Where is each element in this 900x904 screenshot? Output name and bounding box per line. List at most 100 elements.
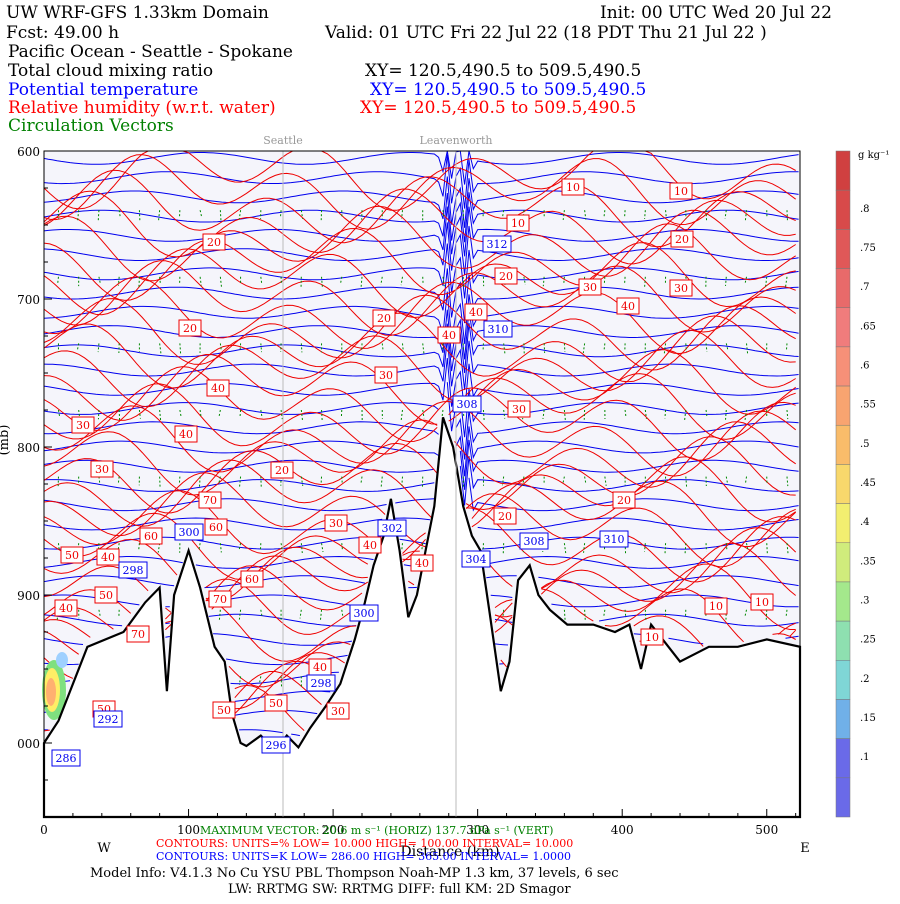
- theta-contour-label: 298: [119, 562, 147, 578]
- colorbar-swatch: [836, 504, 850, 543]
- svg-text:10: 10: [645, 631, 659, 644]
- rh-contour-label: 20: [271, 462, 293, 478]
- rh-contour-label: 60: [241, 571, 263, 587]
- vector-arrow: [706, 210, 707, 221]
- theta-contour-label: 300: [350, 605, 378, 621]
- svg-text:296: 296: [266, 739, 287, 752]
- vector-arrow: [220, 210, 221, 220]
- svg-text:50: 50: [269, 697, 283, 710]
- vector-arrow: [322, 410, 323, 421]
- svg-text:292: 292: [98, 713, 119, 726]
- theta-contour-label: 302: [378, 520, 406, 536]
- colorbar-tick-label: .45: [860, 478, 876, 489]
- colorbar-swatch: [836, 347, 850, 386]
- svg-text:20: 20: [275, 464, 289, 477]
- vector-arrow: [767, 543, 768, 553]
- svg-text:40: 40: [59, 602, 73, 615]
- svg-text:40: 40: [621, 300, 635, 313]
- rh-contour-label: 70: [127, 626, 149, 642]
- model-info: Model Info: V4.1.3 No Cu YSU PBL Thompso…: [90, 866, 619, 881]
- y-tick-label: 700: [17, 293, 40, 307]
- rh-contour-label: 70: [199, 492, 221, 508]
- colorbar-tick-label: .35: [860, 556, 876, 567]
- svg-text:300: 300: [179, 526, 200, 539]
- x-tick-label: 500: [755, 823, 778, 837]
- theta-contour-label: 304: [462, 551, 490, 567]
- svg-text:30: 30: [379, 369, 393, 382]
- svg-text:10: 10: [674, 185, 688, 198]
- svg-text:40: 40: [179, 428, 193, 441]
- field-rh-label: Relative humidity (w.r.t. water): [8, 98, 276, 118]
- colorbar-tick-label: .75: [860, 243, 876, 254]
- rh-contour-label: 40: [465, 304, 487, 320]
- svg-text:310: 310: [604, 533, 625, 546]
- colorbar-tick-label: .8: [860, 204, 870, 215]
- rh-contour-label: 40: [207, 380, 229, 396]
- theta-contour-label: 310: [484, 321, 512, 337]
- x-tick-label: 0: [40, 823, 48, 837]
- svg-text:60: 60: [245, 573, 259, 586]
- colorbar-swatch: [836, 269, 850, 308]
- east-end-label: E: [800, 841, 810, 856]
- rh-contour-label: 20: [179, 320, 201, 336]
- west-end-label: W: [97, 841, 111, 856]
- rh-contour-label: 40: [175, 426, 197, 442]
- svg-text:50: 50: [99, 589, 113, 602]
- rh-contour-label: 50: [265, 695, 287, 711]
- valid-time: Valid: 01 UTC Fri 22 Jul 22 (18 PDT Thu …: [324, 23, 767, 43]
- colorbar-unit: g kg⁻¹: [858, 150, 889, 161]
- rh-contour-label: 40: [97, 549, 119, 565]
- x-tick-label: 100: [177, 823, 200, 837]
- svg-text:20: 20: [617, 494, 631, 507]
- rh-contour-label: 40: [309, 659, 331, 675]
- rh-contour-label: 20: [203, 234, 225, 250]
- colorbar-swatch: [836, 425, 850, 464]
- colorbar-swatch: [836, 386, 850, 425]
- svg-text:10: 10: [566, 181, 580, 194]
- svg-text:20: 20: [183, 322, 197, 335]
- rh-contour-info: CONTOURS: UNITS=% LOW= 10.000 HIGH= 100.…: [156, 837, 573, 850]
- theta-contour-label: 300: [175, 524, 203, 540]
- svg-text:30: 30: [329, 517, 343, 530]
- theta-contour-label: 298: [307, 675, 335, 691]
- forecast-hour: Fcst: 49.00 h: [6, 23, 119, 43]
- vector-arrow: [281, 676, 282, 687]
- svg-text:40: 40: [313, 661, 327, 674]
- x-tick-label: 400: [611, 823, 634, 837]
- colorbar-tick-label: .1: [860, 752, 870, 763]
- colorbar-swatch: [836, 229, 850, 268]
- field-theta-xy: XY= 120.5,490.5 to 509.5,490.5: [370, 80, 646, 100]
- colorbar-tick-label: .3: [860, 596, 870, 607]
- rh-contour-label: 20: [494, 508, 516, 524]
- rh-contour-label: 10: [562, 179, 584, 195]
- svg-text:40: 40: [415, 557, 429, 570]
- svg-text:70: 70: [213, 593, 227, 606]
- rh-contour-label: 60: [140, 528, 162, 544]
- rh-contour-label: 30: [579, 279, 601, 295]
- rh-contour-label: 20: [671, 231, 693, 247]
- y-tick-label: 600: [17, 145, 40, 159]
- svg-text:40: 40: [211, 382, 225, 395]
- colorbar-swatch: [836, 582, 850, 621]
- theta-contour-label: 296: [262, 737, 290, 753]
- vector-arrow: [180, 343, 181, 353]
- vector-arrow: [98, 210, 99, 220]
- theta-contour-label: 308: [520, 533, 548, 549]
- y-tick-label: 900: [17, 589, 40, 603]
- rh-contour-label: 60: [205, 519, 227, 535]
- rh-contour-label: 30: [327, 703, 349, 719]
- rh-contour-label: 70: [209, 591, 231, 607]
- svg-text:30: 30: [583, 281, 597, 294]
- svg-text:310: 310: [488, 323, 509, 336]
- place-leavenworth-label: Leavenworth: [420, 134, 493, 147]
- svg-text:10: 10: [709, 600, 723, 613]
- svg-text:20: 20: [377, 312, 391, 325]
- svg-text:40: 40: [442, 329, 456, 342]
- vector-arrow: [463, 277, 464, 288]
- svg-text:308: 308: [524, 535, 545, 548]
- field-cloud-label: Total cloud mixing ratio: [8, 61, 213, 81]
- svg-text:50: 50: [217, 704, 231, 717]
- theta-contour-label: 286: [52, 750, 80, 766]
- rh-contour-label: 10: [507, 215, 529, 231]
